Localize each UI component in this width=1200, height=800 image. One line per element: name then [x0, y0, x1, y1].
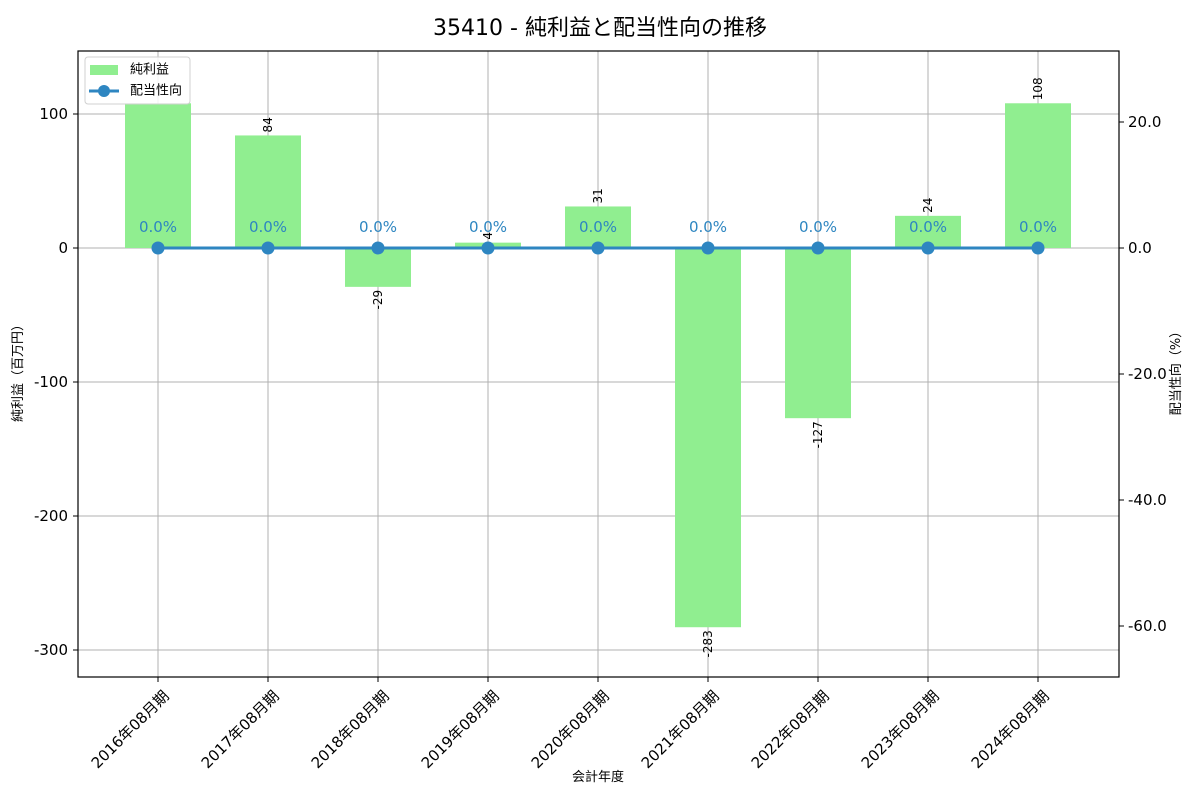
- bar-net-income: [1005, 103, 1071, 248]
- payout-ratio-label: 0.0%: [689, 218, 727, 236]
- payout-ratio-label: 0.0%: [249, 218, 287, 236]
- x-tick-label: 2022年08月期: [748, 687, 833, 772]
- right-tick-label: 20.0: [1128, 113, 1161, 131]
- x-tick-label: 2017年08月期: [198, 687, 283, 772]
- left-tick-label: 0: [58, 239, 68, 257]
- right-tick-label: -20.0: [1128, 365, 1167, 383]
- payout-ratio-label: 0.0%: [1019, 218, 1057, 236]
- legend-bar-label: 純利益: [130, 63, 169, 78]
- x-tick-label: 2023年08月期: [858, 687, 943, 772]
- right-tick-label: 0.0: [1128, 239, 1152, 257]
- right-tick-label: -40.0: [1128, 491, 1167, 509]
- payout-ratio-marker: [371, 241, 385, 255]
- bar-net-income: [125, 103, 191, 248]
- x-tick-label: 2016年08月期: [88, 687, 173, 772]
- payout-ratio-label: 0.0%: [359, 218, 397, 236]
- legend-line-label: 配当性向: [130, 83, 182, 99]
- payout-ratio-label: 0.0%: [469, 218, 507, 236]
- x-axis-label: 会計年度: [572, 769, 624, 785]
- bar-net-income: [785, 248, 851, 419]
- payout-ratio-label: 0.0%: [799, 218, 837, 236]
- bar-value-label: 24: [921, 198, 935, 213]
- bar-net-income: [235, 135, 301, 248]
- left-tick-label: -200: [34, 507, 68, 525]
- payout-ratio-marker: [481, 241, 495, 255]
- bar-value-label: 4: [481, 232, 495, 240]
- payout-ratio-marker: [1031, 241, 1045, 255]
- payout-ratio-marker: [261, 241, 275, 255]
- bar-value-label: -283: [701, 630, 715, 657]
- left-tick-label: -300: [34, 641, 68, 659]
- bar-net-income: [565, 206, 631, 248]
- payout-ratio-label: 0.0%: [139, 218, 177, 236]
- bar-value-label: 108: [1031, 77, 1045, 100]
- left-tick-label: -100: [34, 373, 68, 391]
- left-tick-label: 100: [39, 105, 68, 123]
- legend-bar-swatch: [90, 65, 118, 75]
- payout-ratio-marker: [591, 241, 605, 255]
- bar-value-label: 84: [261, 117, 275, 132]
- payout-ratio-marker: [701, 241, 715, 255]
- payout-ratio-marker: [921, 241, 935, 255]
- y-axis-label-left: 純利益（百万円）: [11, 318, 26, 422]
- payout-ratio-marker: [811, 241, 825, 255]
- chart-title: 35410 - 純利益と配当性向の推移: [433, 16, 767, 41]
- bar-value-label: -29: [371, 290, 385, 310]
- payout-ratio-label: 0.0%: [909, 218, 947, 236]
- x-tick-label: 2024年08月期: [968, 687, 1053, 772]
- payout-ratio-label: 0.0%: [579, 218, 617, 236]
- legend-line-marker: [98, 85, 110, 97]
- bar-net-income: [675, 248, 741, 628]
- x-tick-label: 2021年08月期: [638, 687, 723, 772]
- x-tick-label: 2018年08月期: [308, 687, 393, 772]
- payout-ratio-marker: [151, 241, 165, 255]
- bar-value-label: -127: [811, 421, 825, 448]
- x-tick-label: 2020年08月期: [528, 687, 613, 772]
- right-tick-label: -60.0: [1128, 617, 1167, 635]
- x-tick-label: 2019年08月期: [418, 687, 503, 772]
- bar-value-label: 31: [591, 188, 605, 203]
- y-axis-label-right: 配当性向（%）: [1168, 325, 1184, 415]
